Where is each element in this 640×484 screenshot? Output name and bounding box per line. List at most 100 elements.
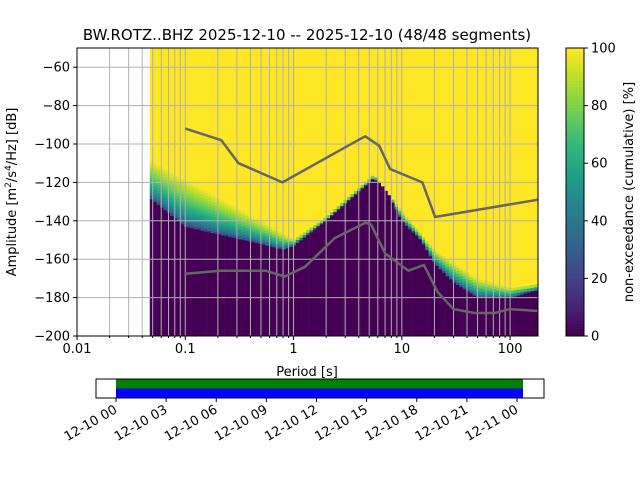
pdf-cell [191, 212, 195, 215]
pdf-cell [259, 238, 263, 241]
pdf-cell [459, 267, 463, 270]
pdf-cell [415, 232, 419, 235]
pdf-cell [439, 263, 443, 266]
pdf-cell [245, 222, 249, 225]
colorbar-swatch [566, 126, 584, 130]
pdf-cell [187, 214, 191, 217]
pdf-cell [201, 203, 205, 206]
pdf-cell-high [452, 48, 456, 263]
colorbar-swatch [566, 306, 584, 310]
pdf-cell [469, 286, 473, 289]
pdf-cell [170, 192, 174, 195]
pdf-cell [262, 237, 266, 240]
pdf-cell-low [221, 235, 225, 336]
colorbar-swatch [566, 84, 584, 88]
colorbar-swatch [566, 237, 584, 241]
pdf-cell [456, 265, 460, 268]
pdf-cell-high [204, 48, 208, 190]
pdf-cell-low [517, 295, 521, 336]
colorbar-swatch [566, 75, 584, 79]
pdf-cell [446, 261, 450, 264]
pdf-cell [405, 217, 409, 220]
pdf-cell [476, 282, 480, 285]
pdf-cell [191, 185, 195, 188]
colorbar-swatch [566, 222, 584, 226]
pdf-cell-low [157, 205, 161, 336]
y-tick-label: −180 [34, 291, 70, 306]
pdf-cell [449, 275, 453, 278]
pdf-cell [170, 183, 174, 186]
colorbar-swatch [566, 240, 584, 244]
pdf-cell [160, 169, 164, 172]
colorbar-swatch [566, 255, 584, 259]
pdf-cell [238, 227, 242, 230]
pdf-cell [242, 211, 246, 214]
pdf-cell-high [228, 48, 232, 203]
pdf-cell [191, 182, 195, 185]
pdf-cell [272, 237, 276, 240]
colorbar-swatch [566, 318, 584, 322]
colorbar-swatch [566, 57, 584, 61]
pdf-cell [180, 210, 184, 213]
pdf-cell [463, 273, 467, 276]
pdf-cell [204, 208, 208, 211]
colorbar-swatch [566, 246, 584, 250]
pdf-cell [527, 291, 531, 292]
pdf-cell-low [299, 240, 303, 336]
pdf-cell [500, 286, 504, 289]
pdf-cell [160, 178, 164, 181]
colorbar-swatch [566, 69, 584, 73]
pdf-cell [262, 225, 266, 228]
pdf-cell [265, 233, 269, 236]
pdf-cell [473, 276, 477, 279]
pdf-cell [208, 222, 212, 225]
pdf-cell [211, 215, 215, 218]
pdf-cell [272, 231, 276, 234]
pdf-cell [442, 265, 446, 268]
pdf-cell [480, 292, 484, 295]
pdf-cell-high [327, 48, 331, 215]
colorbar-swatch [566, 225, 584, 229]
pdf-cell [463, 279, 467, 282]
colorbar-tick-label: 20 [591, 272, 608, 287]
pdf-cell [262, 231, 266, 234]
pdf-cell-high [316, 48, 320, 223]
colorbar-swatch [566, 66, 584, 70]
pdf-cell [163, 207, 167, 210]
colorbar-swatch [566, 291, 584, 295]
pdf-cell-low [439, 269, 443, 336]
colorbar-swatch [566, 330, 584, 334]
pdf-cell [204, 205, 208, 208]
pdf-cell [347, 197, 351, 200]
pdf-cell [449, 263, 453, 266]
pdf-cell [255, 225, 259, 228]
pdf-cell [242, 232, 246, 235]
pdf-cell [418, 239, 422, 240]
pdf-cell [435, 263, 439, 266]
colorbar-swatch [566, 183, 584, 187]
pdf-cell-low [469, 293, 473, 336]
pdf-cell-high [531, 48, 535, 285]
colorbar-tick-label: 0 [591, 330, 599, 345]
pdf-cell-low [350, 198, 354, 336]
pdf-cell [265, 236, 269, 239]
pdf-cell [194, 223, 198, 226]
pdf-cell [160, 187, 164, 190]
pdf-cell [208, 210, 212, 213]
pdf-cell [228, 206, 232, 209]
pdf-cell [170, 201, 174, 204]
colorbar-label: non-exceedance (cumulative) [%] [622, 82, 637, 302]
pdf-cell [486, 282, 490, 285]
pdf-cell [204, 211, 208, 214]
colorbar-swatch [566, 189, 584, 193]
pdf-cell [259, 229, 263, 232]
pdf-cell-high [333, 48, 337, 209]
pdf-cell-high [259, 48, 263, 220]
pdf-cell-low [327, 219, 331, 336]
pdf-cell [299, 238, 303, 241]
pdf-cell [412, 225, 416, 228]
pdf-cell [452, 281, 456, 283]
pdf-cell-high [221, 48, 225, 200]
pdf-cell-high [303, 48, 307, 232]
